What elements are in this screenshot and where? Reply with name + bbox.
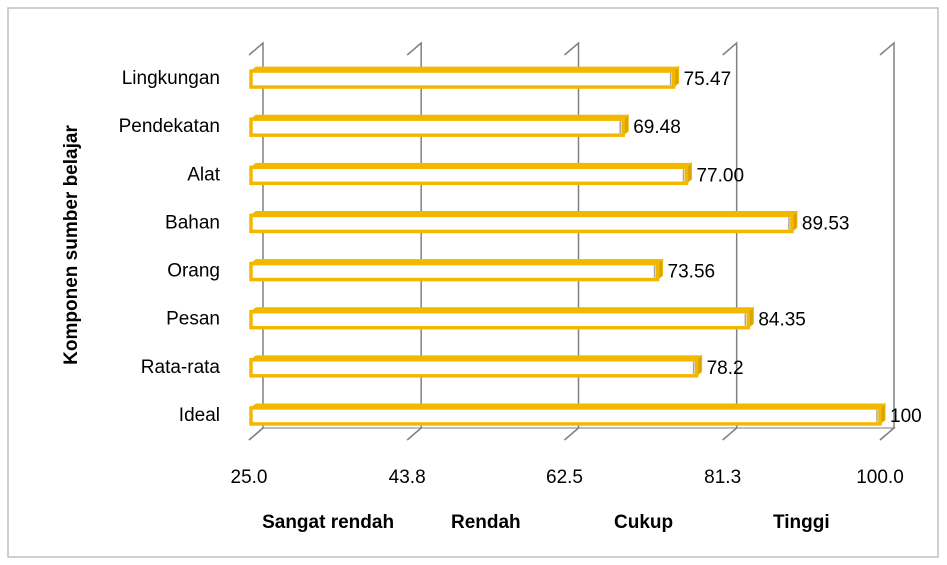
value-label: 84.35: [758, 310, 806, 331]
bar: [249, 261, 660, 282]
zone-label: Sangat rendah: [262, 512, 394, 533]
bar: [249, 165, 689, 186]
y-axis-title: Komponen sumber belajar: [61, 125, 82, 365]
bar: [249, 213, 794, 234]
bar: [249, 69, 676, 89]
zone-label: Cukup: [614, 512, 673, 533]
chart-border: [7, 7, 939, 558]
bar: [249, 358, 699, 378]
grid-line: [879, 41, 895, 441]
y-tick-label: Rata-rata: [141, 357, 221, 378]
x-tick-label: 100.0: [856, 467, 904, 488]
value-label: 69.48: [633, 117, 681, 138]
grid-line: [564, 41, 580, 441]
y-tick-label: Pesan: [166, 309, 220, 330]
bar: [249, 309, 751, 330]
value-label: 100: [890, 406, 922, 427]
y-tick-label: Bahan: [165, 212, 220, 233]
value-label: 77.00: [696, 165, 744, 186]
x-tick-label: 81.3: [704, 467, 741, 488]
y-tick-label: Alat: [187, 164, 220, 185]
value-label: 73.56: [668, 262, 716, 283]
bar: [249, 117, 625, 137]
zone-label: Tinggi: [773, 512, 830, 533]
y-tick-label: Lingkungan: [122, 68, 220, 89]
grid-line: [248, 41, 264, 441]
bar: [249, 406, 882, 426]
y-tick-label: Pendekatan: [119, 116, 220, 137]
value-label: 75.47: [684, 69, 732, 90]
x-tick-label: 25.0: [231, 467, 268, 488]
grid-line: [722, 41, 738, 441]
value-label: 78.2: [707, 358, 744, 379]
x-tick-label: 43.8: [389, 467, 426, 488]
zone-label: Rendah: [451, 512, 521, 533]
value-label: 89.53: [802, 213, 850, 234]
y-tick-label: Orang: [167, 261, 220, 282]
y-tick-label: Ideal: [179, 405, 220, 426]
grid-line: [406, 41, 422, 441]
x-tick-label: 62.5: [546, 467, 583, 488]
